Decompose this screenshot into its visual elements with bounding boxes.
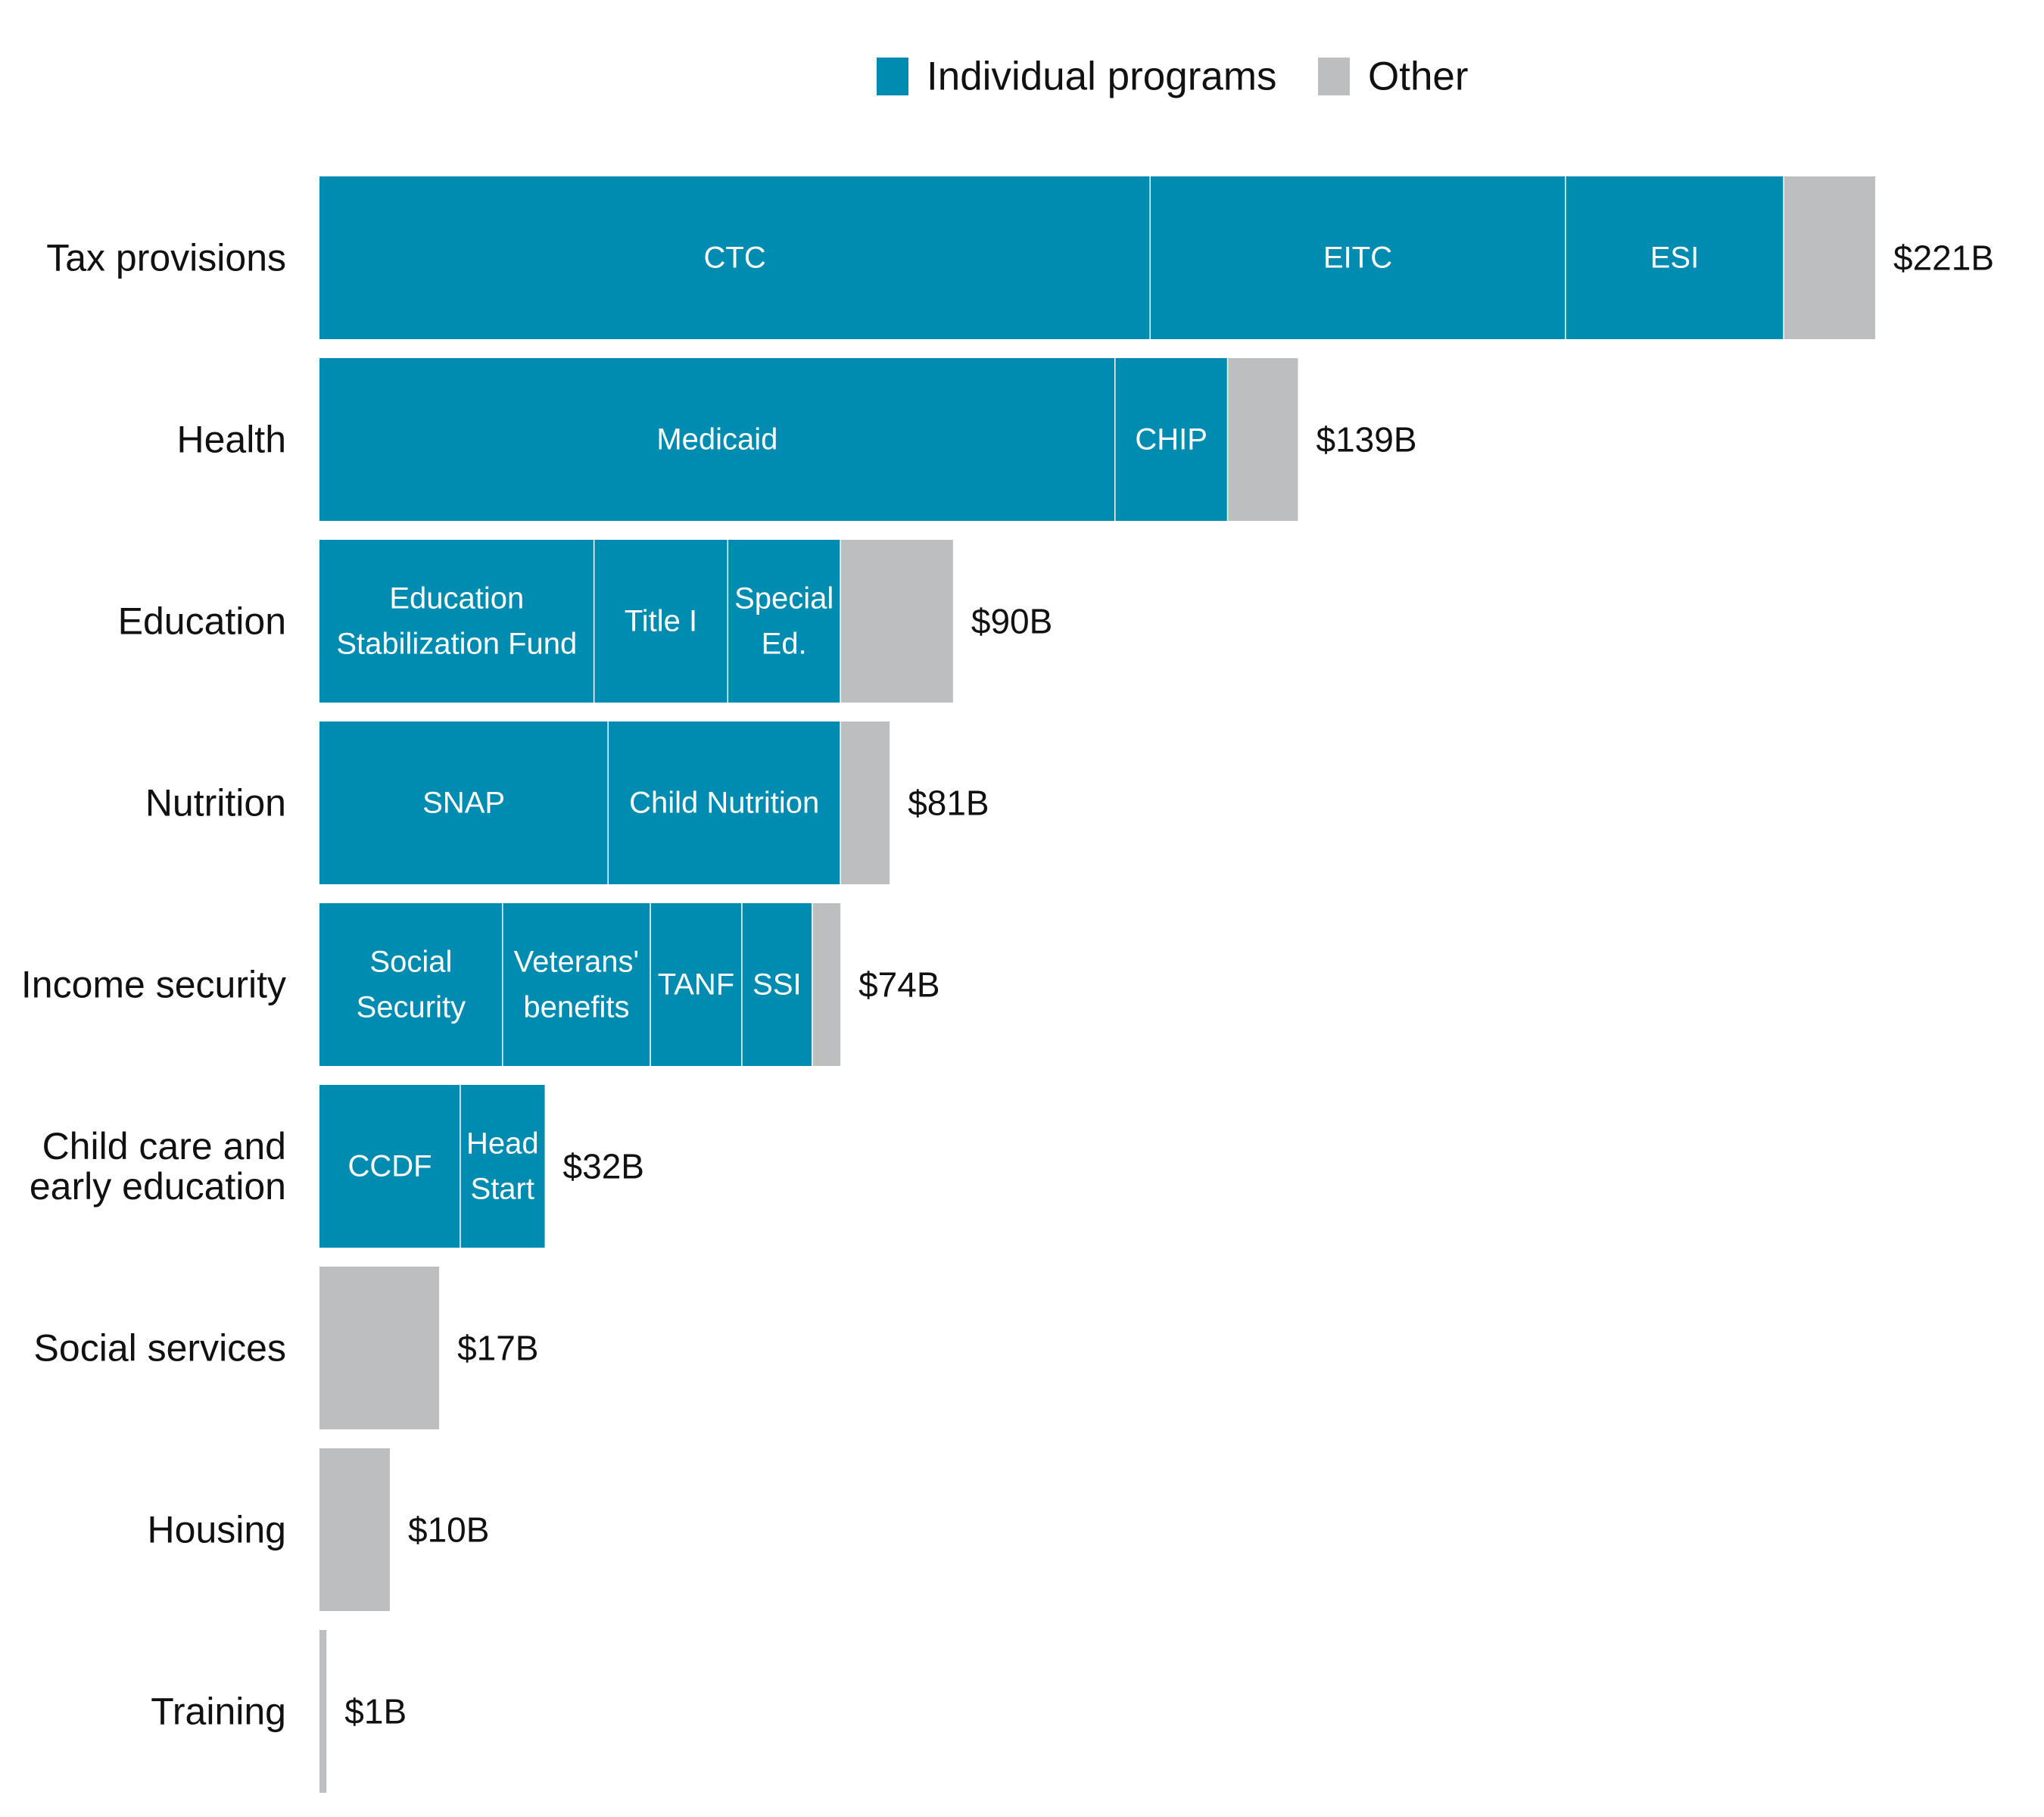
bar-segment-other: [319, 1448, 390, 1611]
bar-segment-program: [319, 903, 503, 1066]
bar-segment-program: [741, 903, 812, 1066]
segment-label: CCDF: [347, 1150, 432, 1183]
category-label: Health: [176, 419, 286, 461]
bar-segment-other: [1227, 358, 1298, 521]
segment-label: Start: [471, 1173, 534, 1206]
segment-label: benefits: [523, 991, 629, 1024]
bar-segment-other: [840, 540, 953, 703]
bar-segment-program: [460, 1085, 545, 1248]
segment-label: Education: [389, 582, 524, 616]
bar-total-label: $10B: [408, 1510, 489, 1550]
bar-total-label: $32B: [563, 1147, 644, 1186]
segment-label: Head: [466, 1127, 539, 1161]
legend-label-other: Other: [1368, 55, 1469, 99]
bar-segment-program: [319, 1085, 460, 1248]
segment-label: Stabilization Fund: [336, 628, 577, 661]
legend-label-programs: Individual programs: [927, 55, 1277, 99]
bar-segment-program: [1150, 176, 1566, 339]
category-label: Education: [118, 600, 286, 643]
bar-segment-other: [319, 1630, 327, 1793]
bar-segment-other: [812, 903, 841, 1066]
segment-label: Social: [369, 946, 452, 979]
bar-segment-program: [319, 176, 1151, 339]
bar-segment-program: [319, 722, 609, 884]
bar-total-label: $221B: [1893, 238, 1994, 278]
bar-segment-other: [1784, 176, 1875, 339]
segment-label: TANF: [658, 968, 734, 1002]
segment-label: Special: [734, 582, 833, 616]
segment-label: Ed.: [762, 628, 807, 661]
bar-segment-other: [840, 722, 890, 884]
bar-total-label: $17B: [457, 1329, 538, 1368]
bar-segment-program: [594, 540, 728, 703]
category-label: Child care and: [42, 1125, 286, 1167]
bar-segment-program: [502, 903, 651, 1066]
bar-total-label: $139B: [1316, 420, 1417, 460]
bar-segment-program: [650, 903, 742, 1066]
category-label: Tax provisions: [46, 237, 286, 279]
category-label: early education: [30, 1165, 286, 1208]
bar-segment-program: [728, 540, 841, 703]
bar-segment-program: [1565, 176, 1784, 339]
bar-total-label: $90B: [971, 602, 1052, 641]
bar-segment-program: [608, 722, 841, 884]
category-label: Social services: [34, 1327, 286, 1370]
legend-swatch-other: [1318, 58, 1350, 95]
category-label: Housing: [148, 1509, 286, 1551]
bar-segment-other: [319, 1267, 440, 1429]
segment-label: ESI: [1650, 242, 1699, 275]
segment-label: Security: [357, 991, 466, 1024]
bar-segment-program: [1114, 358, 1228, 521]
bar-segment-program: [319, 358, 1115, 521]
bar-total-label: $81B: [908, 784, 989, 823]
segment-label: EITC: [1323, 242, 1392, 275]
segment-label: Medicaid: [656, 423, 777, 457]
segment-label: Child Nutrition: [629, 787, 819, 820]
segment-label: Veterans': [514, 946, 640, 979]
legend-swatch-programs: [877, 58, 908, 95]
category-label: Training: [151, 1691, 286, 1733]
bar-total-label: $74B: [858, 965, 939, 1005]
segment-label: Title I: [625, 605, 697, 638]
bar-segment-program: [319, 540, 594, 703]
bar-total-label: $1B: [344, 1692, 407, 1731]
segment-label: SSI: [752, 968, 801, 1002]
segment-label: SNAP: [422, 787, 505, 820]
segment-label: CHIP: [1135, 423, 1207, 457]
category-label: Income security: [21, 964, 286, 1006]
category-label: Nutrition: [145, 782, 286, 824]
segment-label: CTC: [704, 242, 766, 275]
